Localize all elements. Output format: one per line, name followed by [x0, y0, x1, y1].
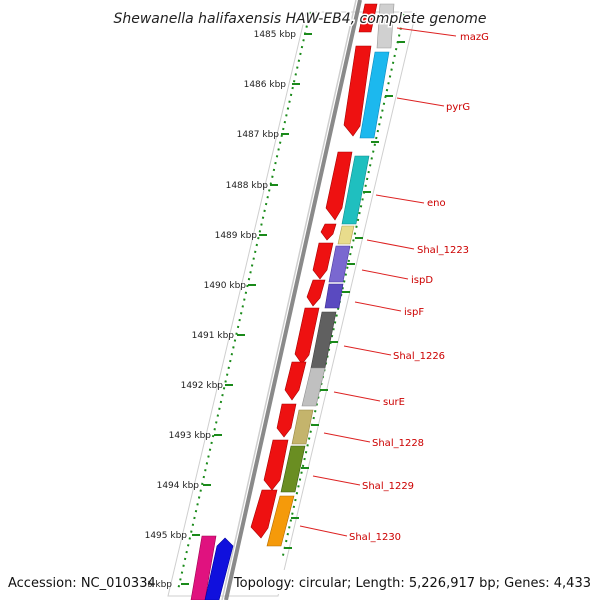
label-line-surE: [333, 391, 381, 402]
gene-block-eno: [341, 155, 370, 225]
gene-labels: mazG pyrG eno Shal_1223 ispD ispF Shal_1…: [349, 32, 489, 543]
topology-label: Topology: circular; Length: 5,226,917 bp…: [233, 576, 591, 591]
gene-block-mazG: [376, 3, 395, 49]
outer-ticks: [284, 41, 405, 549]
gene-label: eno: [427, 198, 446, 209]
cds-arrow: [263, 439, 289, 491]
scale-label: 1496 kbp: [130, 580, 173, 590]
scale-label: 1489 kbp: [215, 231, 258, 241]
cds-arrow: [250, 489, 278, 539]
bottom-extra-arrows: [190, 535, 234, 600]
gene-block-Shal_1229: [280, 445, 306, 493]
gene-block-pyrG: [359, 51, 390, 139]
gene-blocks: [266, 3, 395, 547]
scale-label: 1486 kbp: [244, 80, 287, 90]
genome-title: Shewanella halifaxensis HAW-EB4, complet…: [113, 11, 486, 27]
cds-arrow: [284, 361, 307, 401]
cds-arrow: [312, 242, 334, 280]
label-line-pyrG: [396, 97, 445, 107]
gene-block-Shal_1230: [266, 495, 295, 547]
cds-arrow-blue: [204, 537, 234, 600]
gene-block-surE: [301, 367, 326, 407]
gene-label: Shal_1230: [349, 532, 401, 543]
genome-track: 1485 kbp 1486 kbp 1487 kbp 1488 kbp 1489…: [130, 0, 489, 600]
cds-arrow: [276, 403, 297, 438]
scale-label: 1488 kbp: [226, 181, 269, 191]
gene-label: Shal_1228: [372, 438, 424, 449]
label-line-Shal_1229: [312, 475, 361, 486]
cds-arrow: [358, 3, 378, 33]
gene-label: Shal_1226: [393, 351, 445, 362]
gene-block-ispF: [324, 283, 344, 309]
scale-label: 1494 kbp: [157, 481, 200, 491]
gene-label: surE: [383, 397, 405, 408]
gene-label: pyrG: [446, 102, 470, 113]
label-line-mazG: [396, 27, 457, 37]
scale-dotted-line: [177, 11, 311, 591]
scale-label: 1487 kbp: [237, 130, 280, 140]
label-line-Shal_1228: [323, 432, 371, 443]
gene-label: ispF: [404, 307, 424, 318]
label-line-eno: [375, 194, 425, 204]
label-line-Shal_1226: [343, 345, 392, 356]
gene-label: Shal_1229: [362, 481, 414, 492]
footer-right-bg: [258, 570, 600, 594]
genome-backbone: [224, 0, 362, 600]
cds-arrow: [325, 151, 353, 221]
footer-left-bg: [0, 570, 148, 594]
cds-arrow: [306, 279, 326, 307]
label-line-ispD: [361, 269, 409, 280]
scale-ticks: [181, 33, 312, 585]
scale-label: 1493 kbp: [169, 431, 212, 441]
gene-block-Shal_1223: [337, 225, 355, 245]
gene-label: Shal_1223: [417, 245, 469, 256]
cds-arrow: [294, 307, 320, 365]
accession-label: Accession: NC_010334: [8, 576, 156, 591]
gene-label: ispD: [411, 275, 433, 286]
gene-label-lines: [299, 27, 457, 537]
gene-block-Shal_1228: [291, 409, 314, 445]
cds-arrow: [343, 45, 372, 137]
genome-backbone-highlight: [221, 0, 357, 600]
gene-block-ispD: [328, 245, 351, 283]
scale-label: 1495 kbp: [145, 531, 188, 541]
label-line-Shal_1223: [366, 239, 415, 250]
scale-label: 1490 kbp: [204, 281, 247, 291]
scale-label: 1491 kbp: [192, 331, 235, 341]
scale-label: 1492 kbp: [181, 381, 224, 391]
label-line-ispF: [354, 301, 402, 312]
cds-arrow-magenta: [190, 535, 217, 600]
cds-arrow: [320, 223, 337, 241]
cds-strand-track: [250, 3, 378, 539]
gene-label: mazG: [460, 32, 489, 43]
scale-label: 1485 kbp: [254, 30, 297, 40]
scale-labels: 1485 kbp 1486 kbp 1487 kbp 1488 kbp 1489…: [130, 30, 297, 590]
label-line-Shal_1230: [299, 525, 348, 537]
